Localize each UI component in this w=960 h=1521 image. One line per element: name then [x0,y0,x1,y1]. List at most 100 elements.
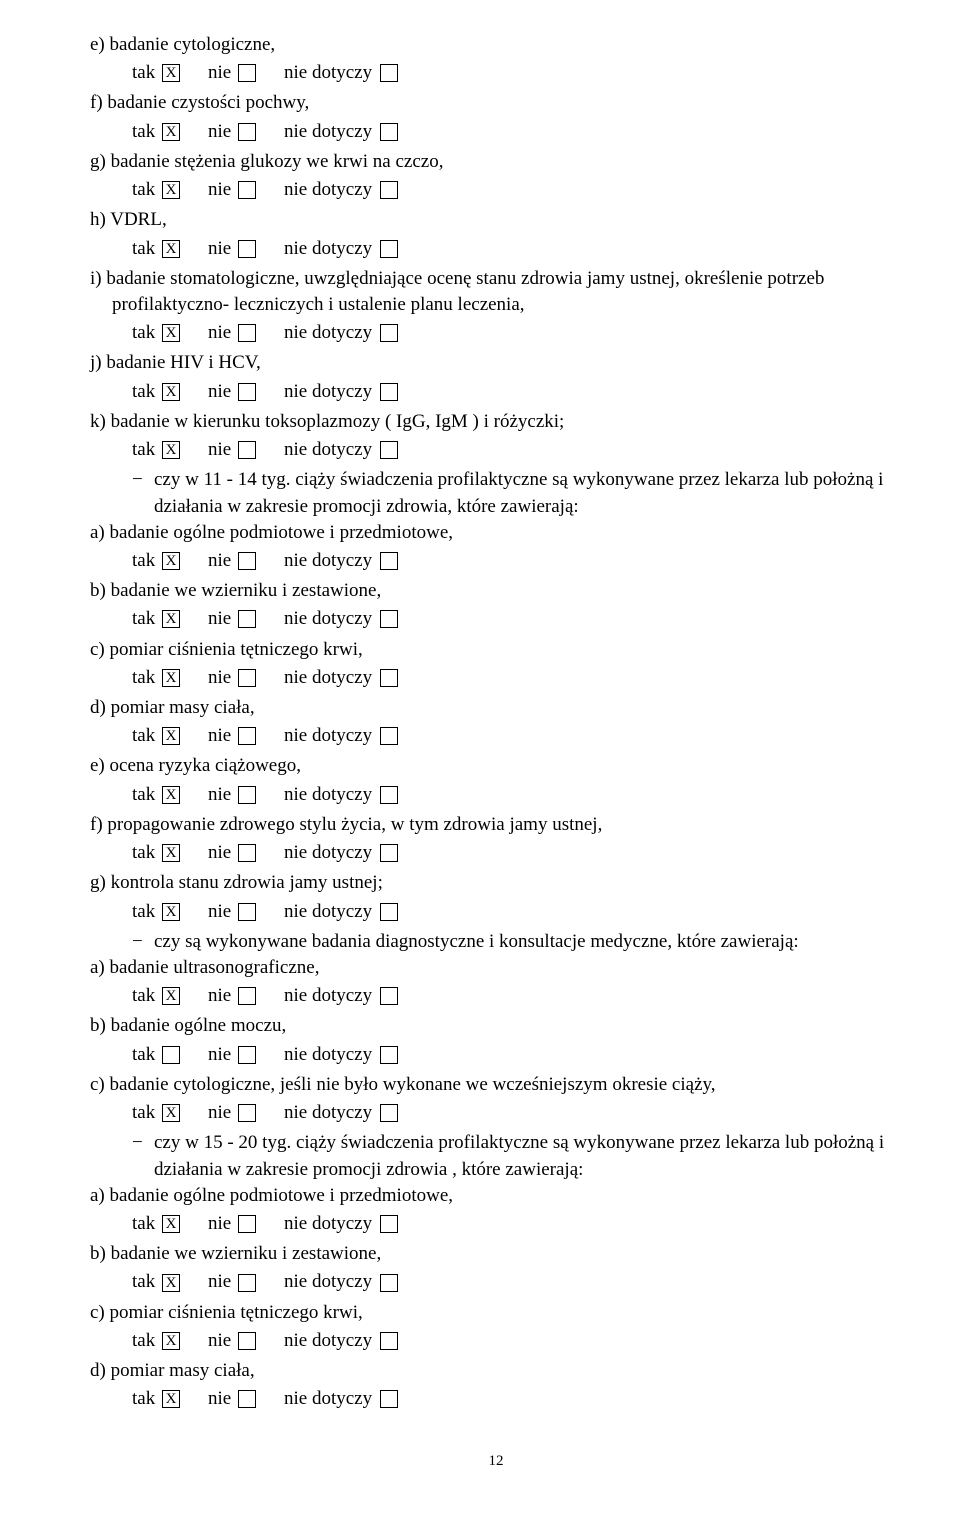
label-nie: nie [208,782,238,808]
label-tak: tak [132,236,162,262]
question-text: d) pomiar masy ciała, [90,1358,902,1384]
checkbox-tak[interactable]: X [162,786,180,804]
label-nie: nie [208,60,238,86]
answer-row: takXnienie dotyczy [90,1269,902,1295]
checkbox-nie-dotyczy[interactable] [380,324,398,342]
question-text: c) pomiar ciśnienia tętniczego krwi, [90,1300,902,1326]
checkbox-tak[interactable]: X [162,1274,180,1292]
answer-row: takXnienie dotyczy [90,60,902,86]
checkbox-nie[interactable] [238,181,256,199]
checkbox-nie-dotyczy[interactable] [380,669,398,687]
checkbox-tak[interactable]: X [162,669,180,687]
checkbox-nie-dotyczy[interactable] [380,240,398,258]
label-tak: tak [132,1042,162,1068]
bullet-text: czy w 11 - 14 tyg. ciąży świadczenia pro… [154,467,902,519]
checkbox-nie-dotyczy[interactable] [380,1215,398,1233]
checkbox-tak[interactable]: X [162,1332,180,1350]
checkbox-tak[interactable]: X [162,987,180,1005]
checkbox-nie-dotyczy[interactable] [380,1332,398,1350]
checkbox-nie-dotyczy[interactable] [380,903,398,921]
checkbox-tak[interactable]: X [162,552,180,570]
label-tak: tak [132,548,162,574]
label-nie-dotyczy: nie dotyczy [284,665,372,691]
checkbox-nie[interactable] [238,786,256,804]
label-tak: tak [132,1328,162,1354]
answer-row: taknienie dotyczy [90,1042,902,1068]
answer-row: takXnienie dotyczy [90,840,902,866]
label-tak: tak [132,1211,162,1237]
checkbox-tak[interactable]: X [162,1104,180,1122]
checkbox-nie[interactable] [238,727,256,745]
checkbox-nie-dotyczy[interactable] [380,123,398,141]
label-nie-dotyczy: nie dotyczy [284,1328,372,1354]
checkbox-tak[interactable]: X [162,1390,180,1408]
checkbox-tak[interactable]: X [162,240,180,258]
checkbox-tak[interactable]: X [162,610,180,628]
checkbox-nie[interactable] [238,1274,256,1292]
checkbox-nie[interactable] [238,1215,256,1233]
checkbox-nie[interactable] [238,324,256,342]
label-nie-dotyczy: nie dotyczy [284,606,372,632]
label-nie-dotyczy: nie dotyczy [284,1386,372,1412]
checkbox-nie-dotyczy[interactable] [380,1046,398,1064]
label-nie-dotyczy: nie dotyczy [284,119,372,145]
checkbox-nie-dotyczy[interactable] [380,1274,398,1292]
label-tak: tak [132,1386,162,1412]
checkbox-tak[interactable]: X [162,324,180,342]
checkbox-nie-dotyczy[interactable] [380,987,398,1005]
checkbox-tak[interactable]: X [162,1215,180,1233]
question-text: a) badanie ogólne podmiotowe i przedmiot… [90,1183,902,1209]
question-text: c) badanie cytologiczne, jeśli nie było … [90,1072,902,1098]
checkbox-nie[interactable] [238,1390,256,1408]
checkbox-nie-dotyczy[interactable] [380,727,398,745]
checkbox-nie[interactable] [238,669,256,687]
checkbox-nie-dotyczy[interactable] [380,64,398,82]
checkbox-nie-dotyczy[interactable] [380,610,398,628]
question-text: c) pomiar ciśnienia tętniczego krwi, [90,637,902,663]
checkbox-tak[interactable]: X [162,383,180,401]
checkbox-tak[interactable]: X [162,123,180,141]
checkbox-nie-dotyczy[interactable] [380,383,398,401]
checkbox-tak[interactable]: X [162,844,180,862]
checkbox-tak[interactable] [162,1046,180,1064]
checkbox-nie-dotyczy[interactable] [380,552,398,570]
bullet-text: czy są wykonywane badania diagnostyczne … [154,929,902,955]
bullet-text: czy w 15 - 20 tyg. ciąży świadczenia pro… [154,1130,902,1182]
checkbox-nie[interactable] [238,903,256,921]
label-nie: nie [208,437,238,463]
checkbox-nie[interactable] [238,240,256,258]
checkbox-tak[interactable]: X [162,727,180,745]
label-nie: nie [208,899,238,925]
checkbox-nie[interactable] [238,64,256,82]
label-nie: nie [208,665,238,691]
label-tak: tak [132,723,162,749]
question-text: e) ocena ryzyka ciążowego, [90,753,902,779]
checkbox-tak[interactable]: X [162,64,180,82]
label-nie-dotyczy: nie dotyczy [284,236,372,262]
checkbox-nie[interactable] [238,552,256,570]
checkbox-nie[interactable] [238,610,256,628]
checkbox-nie-dotyczy[interactable] [380,1104,398,1122]
checkbox-nie-dotyczy[interactable] [380,181,398,199]
label-nie: nie [208,1386,238,1412]
checkbox-nie[interactable] [238,383,256,401]
bullet-item: −czy w 11 - 14 tyg. ciąży świadczenia pr… [90,467,902,519]
checkbox-nie[interactable] [238,441,256,459]
checkbox-nie-dotyczy[interactable] [380,786,398,804]
checkbox-nie-dotyczy[interactable] [380,441,398,459]
checkbox-tak[interactable]: X [162,181,180,199]
question-text: k) badanie w kierunku toksoplazmozy ( Ig… [90,409,902,435]
checkbox-nie[interactable] [238,1104,256,1122]
checkbox-tak[interactable]: X [162,903,180,921]
checkbox-nie[interactable] [238,1332,256,1350]
answer-row: takXnienie dotyczy [90,983,902,1009]
question-text: g) badanie stężenia glukozy we krwi na c… [90,149,902,175]
checkbox-tak[interactable]: X [162,441,180,459]
checkbox-nie-dotyczy[interactable] [380,844,398,862]
checkbox-nie[interactable] [238,123,256,141]
checkbox-nie[interactable] [238,1046,256,1064]
checkbox-nie-dotyczy[interactable] [380,1390,398,1408]
label-tak: tak [132,379,162,405]
checkbox-nie[interactable] [238,844,256,862]
checkbox-nie[interactable] [238,987,256,1005]
